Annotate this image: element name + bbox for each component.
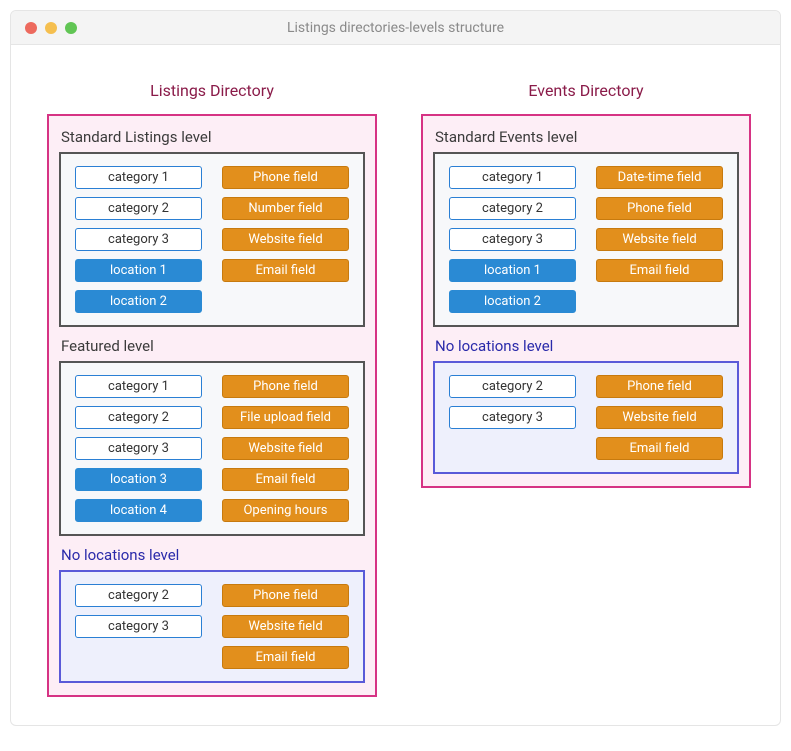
level-rows: category 1 category 2 category 3 location 1… [449, 166, 723, 313]
left-column: category 1 category 2 category 3 location 1… [449, 166, 576, 313]
chip-orange: Email field [222, 259, 349, 282]
chip-orange: Phone field [222, 584, 349, 607]
chip-orange: File upload field [222, 406, 349, 429]
right-column: Phone field Website field Email field [596, 375, 723, 460]
level-title: No locations level [61, 546, 365, 564]
chip-orange: Email field [596, 259, 723, 282]
level: Standard Listings levelcategory 1categor… [59, 128, 365, 327]
level: Featured levelcategory 1category 2catego… [59, 337, 365, 536]
level-box: category 2 category 3 Phone field Website f… [433, 361, 739, 474]
chip-orange: Email field [222, 646, 349, 669]
chip-orange: Email field [222, 468, 349, 491]
level-title: Standard Listings level [61, 128, 365, 146]
content: Listings Directory Standard Listings leve… [11, 45, 780, 725]
titlebar: Listings directories-levels structure [11, 11, 780, 45]
chip-blue: location 2 [75, 290, 202, 313]
chip-white: category 3 [449, 406, 576, 429]
level: No locations level category 2 category 3 Ph… [433, 337, 739, 474]
chip-white: category 2 [75, 197, 202, 220]
chip-white: category 3 [75, 615, 202, 638]
right-column: Date-time field Phone field Website field E… [596, 166, 723, 313]
chip-white: category 3 [449, 228, 576, 251]
right-column: Phone field Number field Website field Emai… [222, 166, 349, 313]
chip-white: category 2 [449, 197, 576, 220]
chip-orange: Website field [222, 615, 349, 638]
level-box: category 1 category 2 category 3 location 3… [59, 361, 365, 536]
directory: Events Directory Standard Events level cat… [421, 81, 751, 488]
level-title: No locations level [435, 337, 739, 355]
level-box: category 2 category 3 Phone field Website f… [59, 570, 365, 683]
chip-orange: Phone field [222, 375, 349, 398]
directory-title: Listings Directory [47, 81, 377, 100]
chip-white: category 2 [75, 584, 202, 607]
chip-white: category 3 [75, 228, 202, 251]
chip-blue: location 3 [75, 468, 202, 491]
chip-blue: location 4 [75, 499, 202, 522]
chip-white: category 1 [75, 375, 202, 398]
directory-box: Standard Listings levelcategory 1categor… [47, 114, 377, 697]
level-title: Standard Events level [435, 128, 739, 146]
directory: Listings Directory Standard Listings leve… [47, 81, 377, 697]
right-column: Phone field Website field Email field [222, 584, 349, 669]
chip-blue: location 1 [449, 259, 576, 282]
chip-orange: Number field [222, 197, 349, 220]
chip-orange: Website field [596, 406, 723, 429]
chip-orange: Date-time field [596, 166, 723, 189]
directory-title: Events Directory [421, 81, 751, 100]
chip-white: category 3 [75, 437, 202, 460]
level-rows: category 2 category 3 Phone field Website f… [449, 375, 723, 460]
chip-orange: Email field [596, 437, 723, 460]
level-box: category 1 category 2 category 3 location 1… [433, 152, 739, 327]
chip-orange: Opening hours [222, 499, 349, 522]
level: No locations level category 2 category 3 Ph… [59, 546, 365, 683]
level-box: category 1 category 2 category 3 location 1… [59, 152, 365, 327]
level: Standard Events levelcategory 1category … [433, 128, 739, 327]
chip-orange: Phone field [596, 375, 723, 398]
left-column: category 2 category 3 [449, 375, 576, 460]
window: Listings directories-levels structure Li… [10, 10, 781, 726]
left-column: category 2 category 3 [75, 584, 202, 669]
columns: Listings Directory Standard Listings leve… [47, 81, 744, 697]
left-column: category 1 category 2 category 3 location 1… [75, 166, 202, 313]
level-title: Featured level [61, 337, 365, 355]
chip-orange: Phone field [596, 197, 723, 220]
chip-orange: Website field [222, 228, 349, 251]
left-column: category 1 category 2 category 3 location 3… [75, 375, 202, 522]
chip-blue: location 1 [75, 259, 202, 282]
level-rows: category 1 category 2 category 3 location 3… [75, 375, 349, 522]
chip-orange: Website field [596, 228, 723, 251]
chip-blue: location 2 [449, 290, 576, 313]
chip-orange: Website field [222, 437, 349, 460]
chip-orange: Phone field [222, 166, 349, 189]
chip-white: category 1 [449, 166, 576, 189]
chip-white: category 2 [75, 406, 202, 429]
chip-white: category 2 [449, 375, 576, 398]
chip-white: category 1 [75, 166, 202, 189]
directory-box: Standard Events levelcategory 1category … [421, 114, 751, 488]
right-column: Phone field File upload field Website fiel… [222, 375, 349, 522]
level-rows: category 2 category 3 Phone field Website f… [75, 584, 349, 669]
window-title: Listings directories-levels structure [11, 20, 780, 36]
level-rows: category 1 category 2 category 3 location 1… [75, 166, 349, 313]
